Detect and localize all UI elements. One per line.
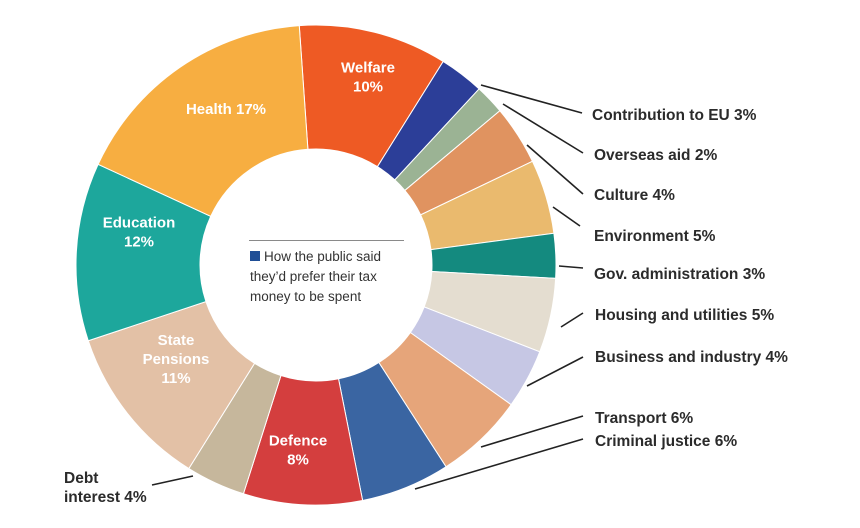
label-line: Pensions (143, 351, 210, 368)
label-line: 11% (161, 370, 190, 387)
label-line: 12% (124, 234, 154, 251)
label-health: Health 17% (186, 101, 266, 118)
label-line: Health 17% (186, 101, 266, 118)
leader-culture (526, 144, 584, 195)
label-line: Defence (269, 433, 327, 450)
label-education: Education 12% (103, 215, 176, 251)
label-line: Business and industry 4% (595, 349, 788, 366)
label-overseas-aid: Overseas aid 2% (594, 147, 717, 164)
label-gov-administration: Gov. administration 3% (594, 266, 765, 283)
leader-gov-administration (558, 265, 584, 269)
label-line: Welfare (341, 60, 395, 77)
center-legend: How the public said they’d prefer their … (249, 240, 404, 304)
donut-slices (75, 24, 557, 506)
label-contribution-to-eu: Contribution to EU 3% (592, 107, 757, 124)
leader-transport (480, 415, 584, 448)
legend-swatch (250, 251, 260, 261)
leader-lines (151, 84, 584, 490)
label-environment: Environment 5% (594, 228, 716, 245)
label-line: Contribution to EU 3% (592, 107, 757, 124)
leader-business-and-industry (526, 356, 584, 387)
leader-criminal-justice (414, 438, 584, 490)
label-state-pensions: State Pensions 11% (143, 332, 210, 387)
legend-line-2: they’d prefer their tax (250, 269, 377, 284)
leader-housing-and-utilities (560, 312, 584, 328)
label-line: Overseas aid 2% (594, 147, 717, 164)
label-line: Debt (64, 470, 98, 487)
label-transport: Transport 6% (595, 410, 693, 427)
label-culture: Culture 4% (594, 187, 675, 204)
leader-environment (552, 206, 581, 227)
label-line: interest 4% (64, 489, 147, 506)
label-line: Criminal justice 6% (595, 433, 737, 450)
legend-line-1: How the public said (264, 249, 381, 264)
label-business-and-industry: Business and industry 4% (595, 349, 788, 366)
label-line: State (158, 332, 195, 349)
label-line: Housing and utilities 5% (595, 307, 774, 324)
legend-line-3: money to be spent (250, 289, 361, 304)
label-housing-and-utilities: Housing and utilities 5% (595, 307, 774, 324)
label-line: Gov. administration 3% (594, 266, 765, 283)
label-debt-interest: Debt interest 4% (64, 470, 147, 506)
label-line: 10% (353, 79, 383, 96)
label-criminal-justice: Criminal justice 6% (595, 433, 737, 450)
leader-contribution-to-eu (480, 84, 583, 114)
label-line: Education (103, 215, 176, 232)
slice-education (75, 163, 212, 342)
label-line: Environment 5% (594, 228, 716, 245)
label-defence: Defence 8% (269, 433, 327, 469)
slice-labels: Welfare 10% Contribution to EU 3% Overseas … (64, 60, 788, 507)
label-welfare: Welfare 10% (341, 60, 395, 96)
slice-health (97, 25, 309, 218)
leader-debt-interest (151, 475, 194, 486)
label-line: 8% (287, 452, 309, 469)
label-line: Culture 4% (594, 187, 675, 204)
label-line: Transport 6% (595, 410, 693, 427)
leader-overseas-aid (502, 103, 584, 154)
